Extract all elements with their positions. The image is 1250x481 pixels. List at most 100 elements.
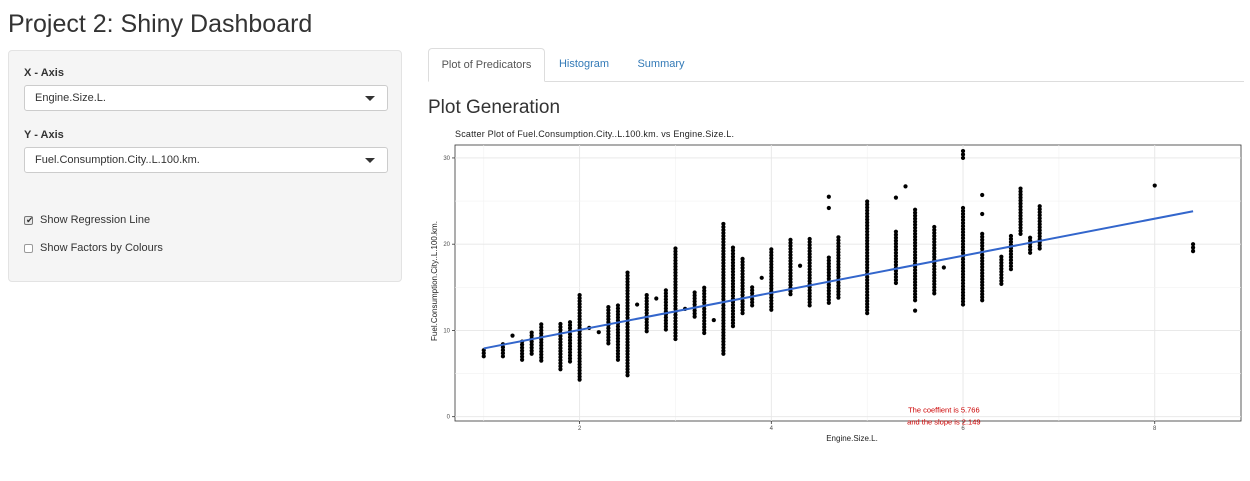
data-point [836,280,841,285]
data-point [539,355,544,360]
data-point [912,289,918,294]
data-point [625,276,630,281]
data-point [788,261,793,267]
data-point [740,259,745,264]
data-point [596,330,601,335]
data-point [663,288,668,293]
data-point [1008,236,1014,242]
data-point [826,291,831,296]
data-point [663,318,668,323]
data-point [625,327,630,333]
data-point [721,258,726,263]
checkbox-unchecked-icon[interactable] [24,243,33,253]
data-point [721,239,726,245]
data-point [567,359,573,364]
data-point [625,285,630,290]
data-point [1037,219,1042,224]
data-point [980,289,985,294]
data-point [865,308,870,313]
data-point [769,247,774,252]
data-point [625,324,630,330]
data-point [673,249,678,254]
y-axis-select[interactable]: Fuel.Consumption.City..L.100.km. [24,147,388,173]
data-point [539,352,544,357]
checkbox-checked-icon[interactable]: ✔ [24,214,34,225]
data-point [865,250,870,255]
data-point [788,258,793,264]
data-point [960,208,966,214]
data-point [606,329,611,334]
tab-bar: Plot of Predicators Histogram Summary [428,48,1244,82]
data-point [702,324,707,330]
data-point [1018,213,1023,218]
data-point [1037,234,1042,239]
show-factors-by-colours-checkbox[interactable]: Show Factors by Colours [24,240,163,256]
data-point [912,228,918,233]
data-point [577,353,582,358]
data-point [797,263,803,268]
scatter-plot: 2 4 6 8 0 10 20 30 Engine.Size.L. Fuel.Consumptio… [430,144,1242,443]
data-point [721,312,726,317]
data-point [721,318,726,323]
data-point [932,276,937,281]
data-point [999,266,1004,271]
data-point [999,275,1004,280]
data-point [644,292,649,298]
data-point [865,253,870,258]
data-point [865,223,870,228]
data-point [702,309,707,314]
data-point [960,269,966,274]
x-tick-label: 4 [770,426,774,432]
data-point [577,368,582,373]
data-point [960,302,966,307]
data-point [865,283,870,289]
data-point [769,298,774,303]
data-point [1008,267,1014,272]
data-point [519,348,525,353]
data-point [558,336,563,342]
data-point [999,269,1004,274]
data-point [1037,207,1042,212]
tab-plot-of-predicators[interactable]: Plot of Predicators [428,48,545,82]
data-point [740,280,745,286]
data-point [558,346,563,351]
data-point [912,270,918,276]
data-point [912,237,918,242]
data-point [625,333,630,339]
data-point [980,258,985,264]
data-point [577,295,582,301]
tab-histogram[interactable]: Histogram [558,58,610,70]
data-point [836,235,841,240]
data-point [836,283,841,288]
data-point [721,282,726,287]
data-point [625,321,630,327]
data-point [807,245,812,251]
data-point [1037,210,1042,215]
data-point [1018,231,1023,236]
data-point [960,220,966,226]
data-point [577,335,582,340]
data-point [730,254,736,259]
data-point [577,374,582,379]
data-point [519,342,525,347]
data-point [606,338,611,343]
data-point [702,300,707,305]
data-point [730,305,736,311]
tab-summary[interactable]: Summary [637,58,685,70]
data-point [893,262,899,267]
data-point [865,280,870,286]
data-point [836,286,841,291]
data-point [663,300,668,305]
show-regression-line-checkbox[interactable]: ✔ Show Regression Line [24,212,150,228]
data-point [912,219,918,224]
data-point [1008,233,1014,239]
data-point [721,285,726,290]
x-axis-select[interactable]: Engine.Size.L. [24,85,388,111]
data-point [980,261,985,267]
data-point [1018,186,1023,191]
data-point [980,274,985,279]
data-point [702,291,707,296]
data-point [663,315,668,320]
data-point [702,321,707,327]
data-point [999,272,1004,277]
